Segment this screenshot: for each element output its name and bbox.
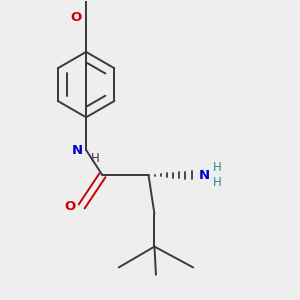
Text: N: N <box>72 143 83 157</box>
Text: H: H <box>212 161 221 174</box>
Text: O: O <box>70 11 81 24</box>
Text: N: N <box>199 169 210 182</box>
Text: H: H <box>212 176 221 189</box>
Text: O: O <box>64 200 75 213</box>
Text: H: H <box>91 152 99 165</box>
